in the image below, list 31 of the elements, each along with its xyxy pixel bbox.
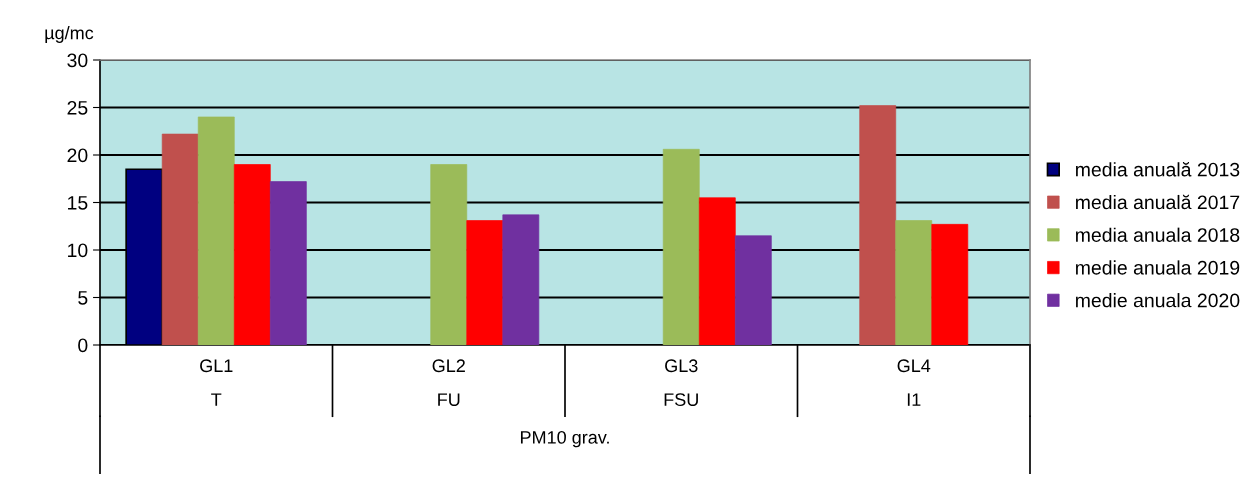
y-tick-label: 0 [78,338,88,353]
legend-label: media anuala 2018 [1076,227,1240,242]
bar [197,116,235,345]
y-axis-title: µg/mc [45,26,94,43]
legend-label: medie anuala 2020 [1076,293,1240,308]
bar [430,164,468,345]
y-tick-label: 5 [78,291,88,305]
x-tick-label: GL3 FSU [664,359,698,406]
legend-label: medie anuala 2019 [1076,260,1240,275]
y-tick-label: 25 [67,100,88,115]
y-tick-label: 15 [68,196,88,210]
bar [502,214,540,345]
x-axis-title: PM10 grav. [520,430,609,448]
x-tick-label: GL4 I1 [897,359,931,406]
legend-label: media anuală 2017 [1076,194,1240,210]
bar [859,105,897,345]
bar [269,181,307,345]
y-tick-label: 10 [68,243,88,258]
bar [466,220,504,345]
y-tick-label: 30 [67,53,88,68]
bar [698,197,736,345]
legend-label: media anuală 2013 [1076,161,1240,177]
x-tick-label: GL2 FU [432,359,465,406]
x-tick-label: GL1 T [200,359,233,406]
bar [895,220,933,345]
bar [931,224,969,345]
y-tick-label: 20 [67,148,88,163]
bar [161,133,199,345]
bar [734,235,772,345]
bar [233,164,271,345]
bar [662,148,700,345]
